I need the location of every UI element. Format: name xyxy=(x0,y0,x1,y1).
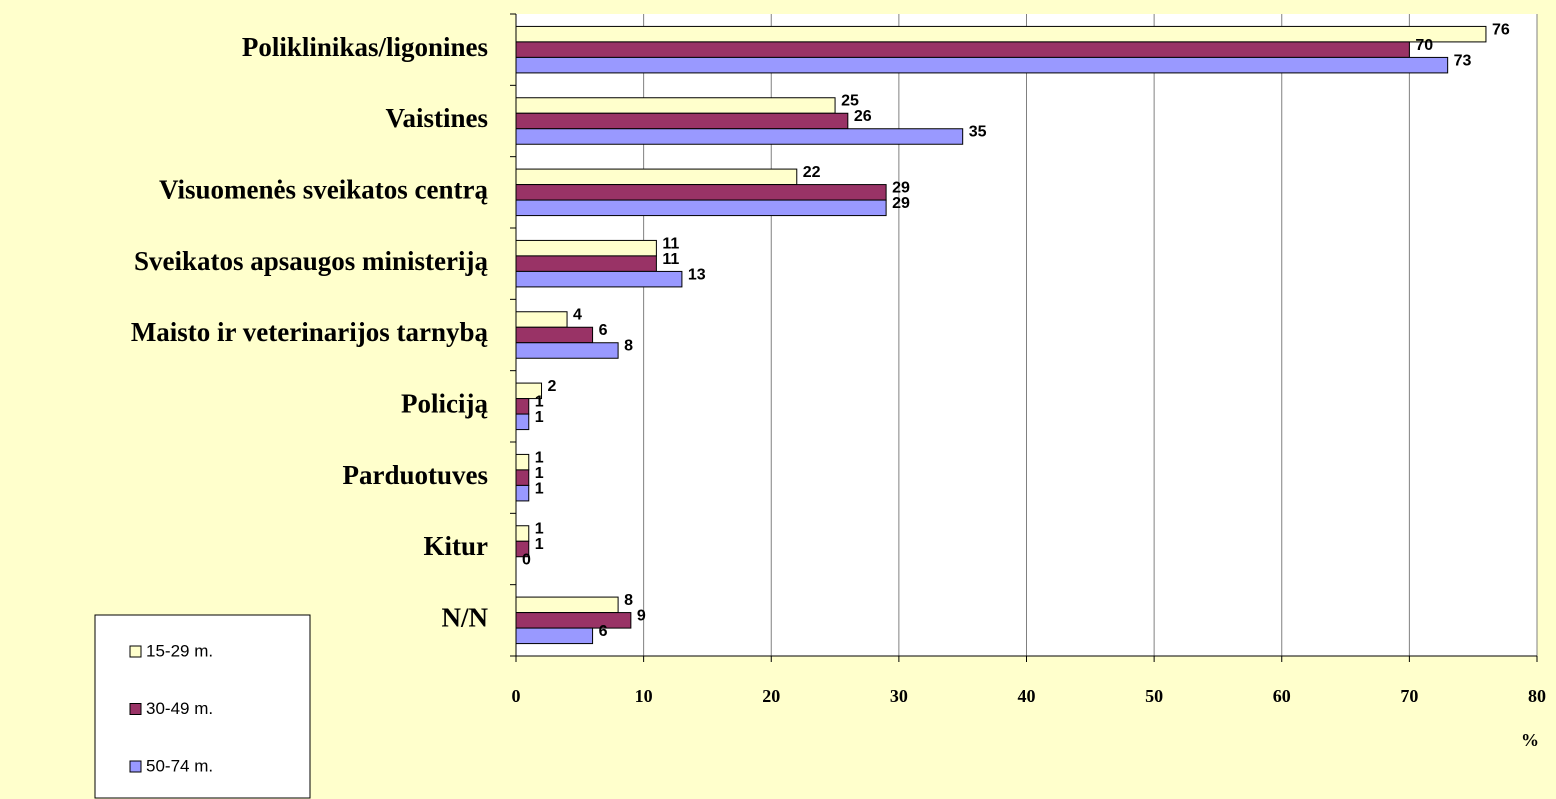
data-label: 1 xyxy=(535,480,544,497)
bar xyxy=(515,469,530,486)
data-label: 29 xyxy=(892,195,910,212)
x-tick-label: 40 xyxy=(1018,686,1036,706)
data-label: 13 xyxy=(688,266,706,283)
data-label: 35 xyxy=(969,124,987,141)
category-label: Sveikatos apsaugos ministeriją xyxy=(134,246,489,276)
bar xyxy=(515,25,1487,43)
bar xyxy=(515,270,683,288)
bar xyxy=(515,128,964,145)
bar xyxy=(515,627,594,645)
bar xyxy=(515,484,530,502)
bar xyxy=(515,199,887,217)
data-label: 6 xyxy=(599,623,608,640)
bar xyxy=(515,311,568,328)
bar xyxy=(515,540,530,558)
bar xyxy=(515,612,632,629)
data-label: 1 xyxy=(535,449,544,466)
data-label: 0 xyxy=(522,552,531,569)
data-label: 26 xyxy=(854,108,872,125)
data-label: 25 xyxy=(841,93,859,110)
legend-label: 30-49 m. xyxy=(146,699,213,718)
bar xyxy=(515,97,836,114)
category-label: Vaistines xyxy=(385,103,488,133)
bar xyxy=(515,239,657,257)
bar xyxy=(515,168,798,186)
data-label: 8 xyxy=(624,338,633,355)
data-label: 73 xyxy=(1454,52,1472,69)
category-label: Poliklinikas/ligonines xyxy=(242,32,488,62)
data-label: 1 xyxy=(535,409,544,426)
data-label: 76 xyxy=(1492,21,1510,38)
data-label: 9 xyxy=(637,608,646,625)
category-label: N/N xyxy=(442,603,489,633)
category-label: Maisto ir veterinarijos tarnybą xyxy=(131,317,489,347)
x-tick-label: 20 xyxy=(762,686,780,706)
bar xyxy=(515,525,530,542)
data-label: 6 xyxy=(599,322,608,339)
x-tick-label: 10 xyxy=(635,686,653,706)
legend-swatch xyxy=(129,645,142,658)
data-label: 2 xyxy=(548,378,557,395)
data-label: 1 xyxy=(535,521,544,538)
x-axis-label: % xyxy=(1521,730,1539,750)
bar xyxy=(515,112,849,130)
legend-swatch xyxy=(129,703,142,715)
x-tick-label: 0 xyxy=(512,686,521,706)
data-label: 8 xyxy=(624,592,633,609)
data-label: 22 xyxy=(803,164,821,181)
data-label: 1 xyxy=(535,536,544,553)
category-label: Visuomenės sveikatos centrą xyxy=(159,175,488,205)
x-tick-label: 30 xyxy=(890,686,908,706)
bar xyxy=(515,255,657,272)
bar xyxy=(515,184,887,201)
legend-swatch xyxy=(129,760,142,773)
x-tick-label: 60 xyxy=(1273,686,1291,706)
category-label: Parduotuves xyxy=(342,460,488,490)
data-label: 11 xyxy=(662,235,679,252)
bar xyxy=(515,342,619,359)
data-label: 11 xyxy=(662,251,679,268)
bar xyxy=(515,56,1449,74)
legend-label: 50-74 m. xyxy=(146,756,213,775)
bar xyxy=(515,41,1410,58)
legend-label: 15-29 m. xyxy=(146,641,213,660)
x-tick-label: 70 xyxy=(1400,686,1418,706)
bar xyxy=(515,596,619,614)
data-label: 1 xyxy=(535,394,544,411)
data-label: 70 xyxy=(1415,37,1433,54)
bar xyxy=(515,326,594,344)
x-tick-label: 80 xyxy=(1528,686,1546,706)
category-label: Kitur xyxy=(424,531,489,561)
bar xyxy=(515,453,530,471)
bar xyxy=(515,398,530,415)
data-label: 29 xyxy=(892,180,910,197)
bar xyxy=(515,413,530,431)
category-label: Policiją xyxy=(401,389,488,419)
data-label: 1 xyxy=(535,465,544,482)
data-label: 4 xyxy=(573,307,582,324)
x-tick-label: 50 xyxy=(1145,686,1163,706)
